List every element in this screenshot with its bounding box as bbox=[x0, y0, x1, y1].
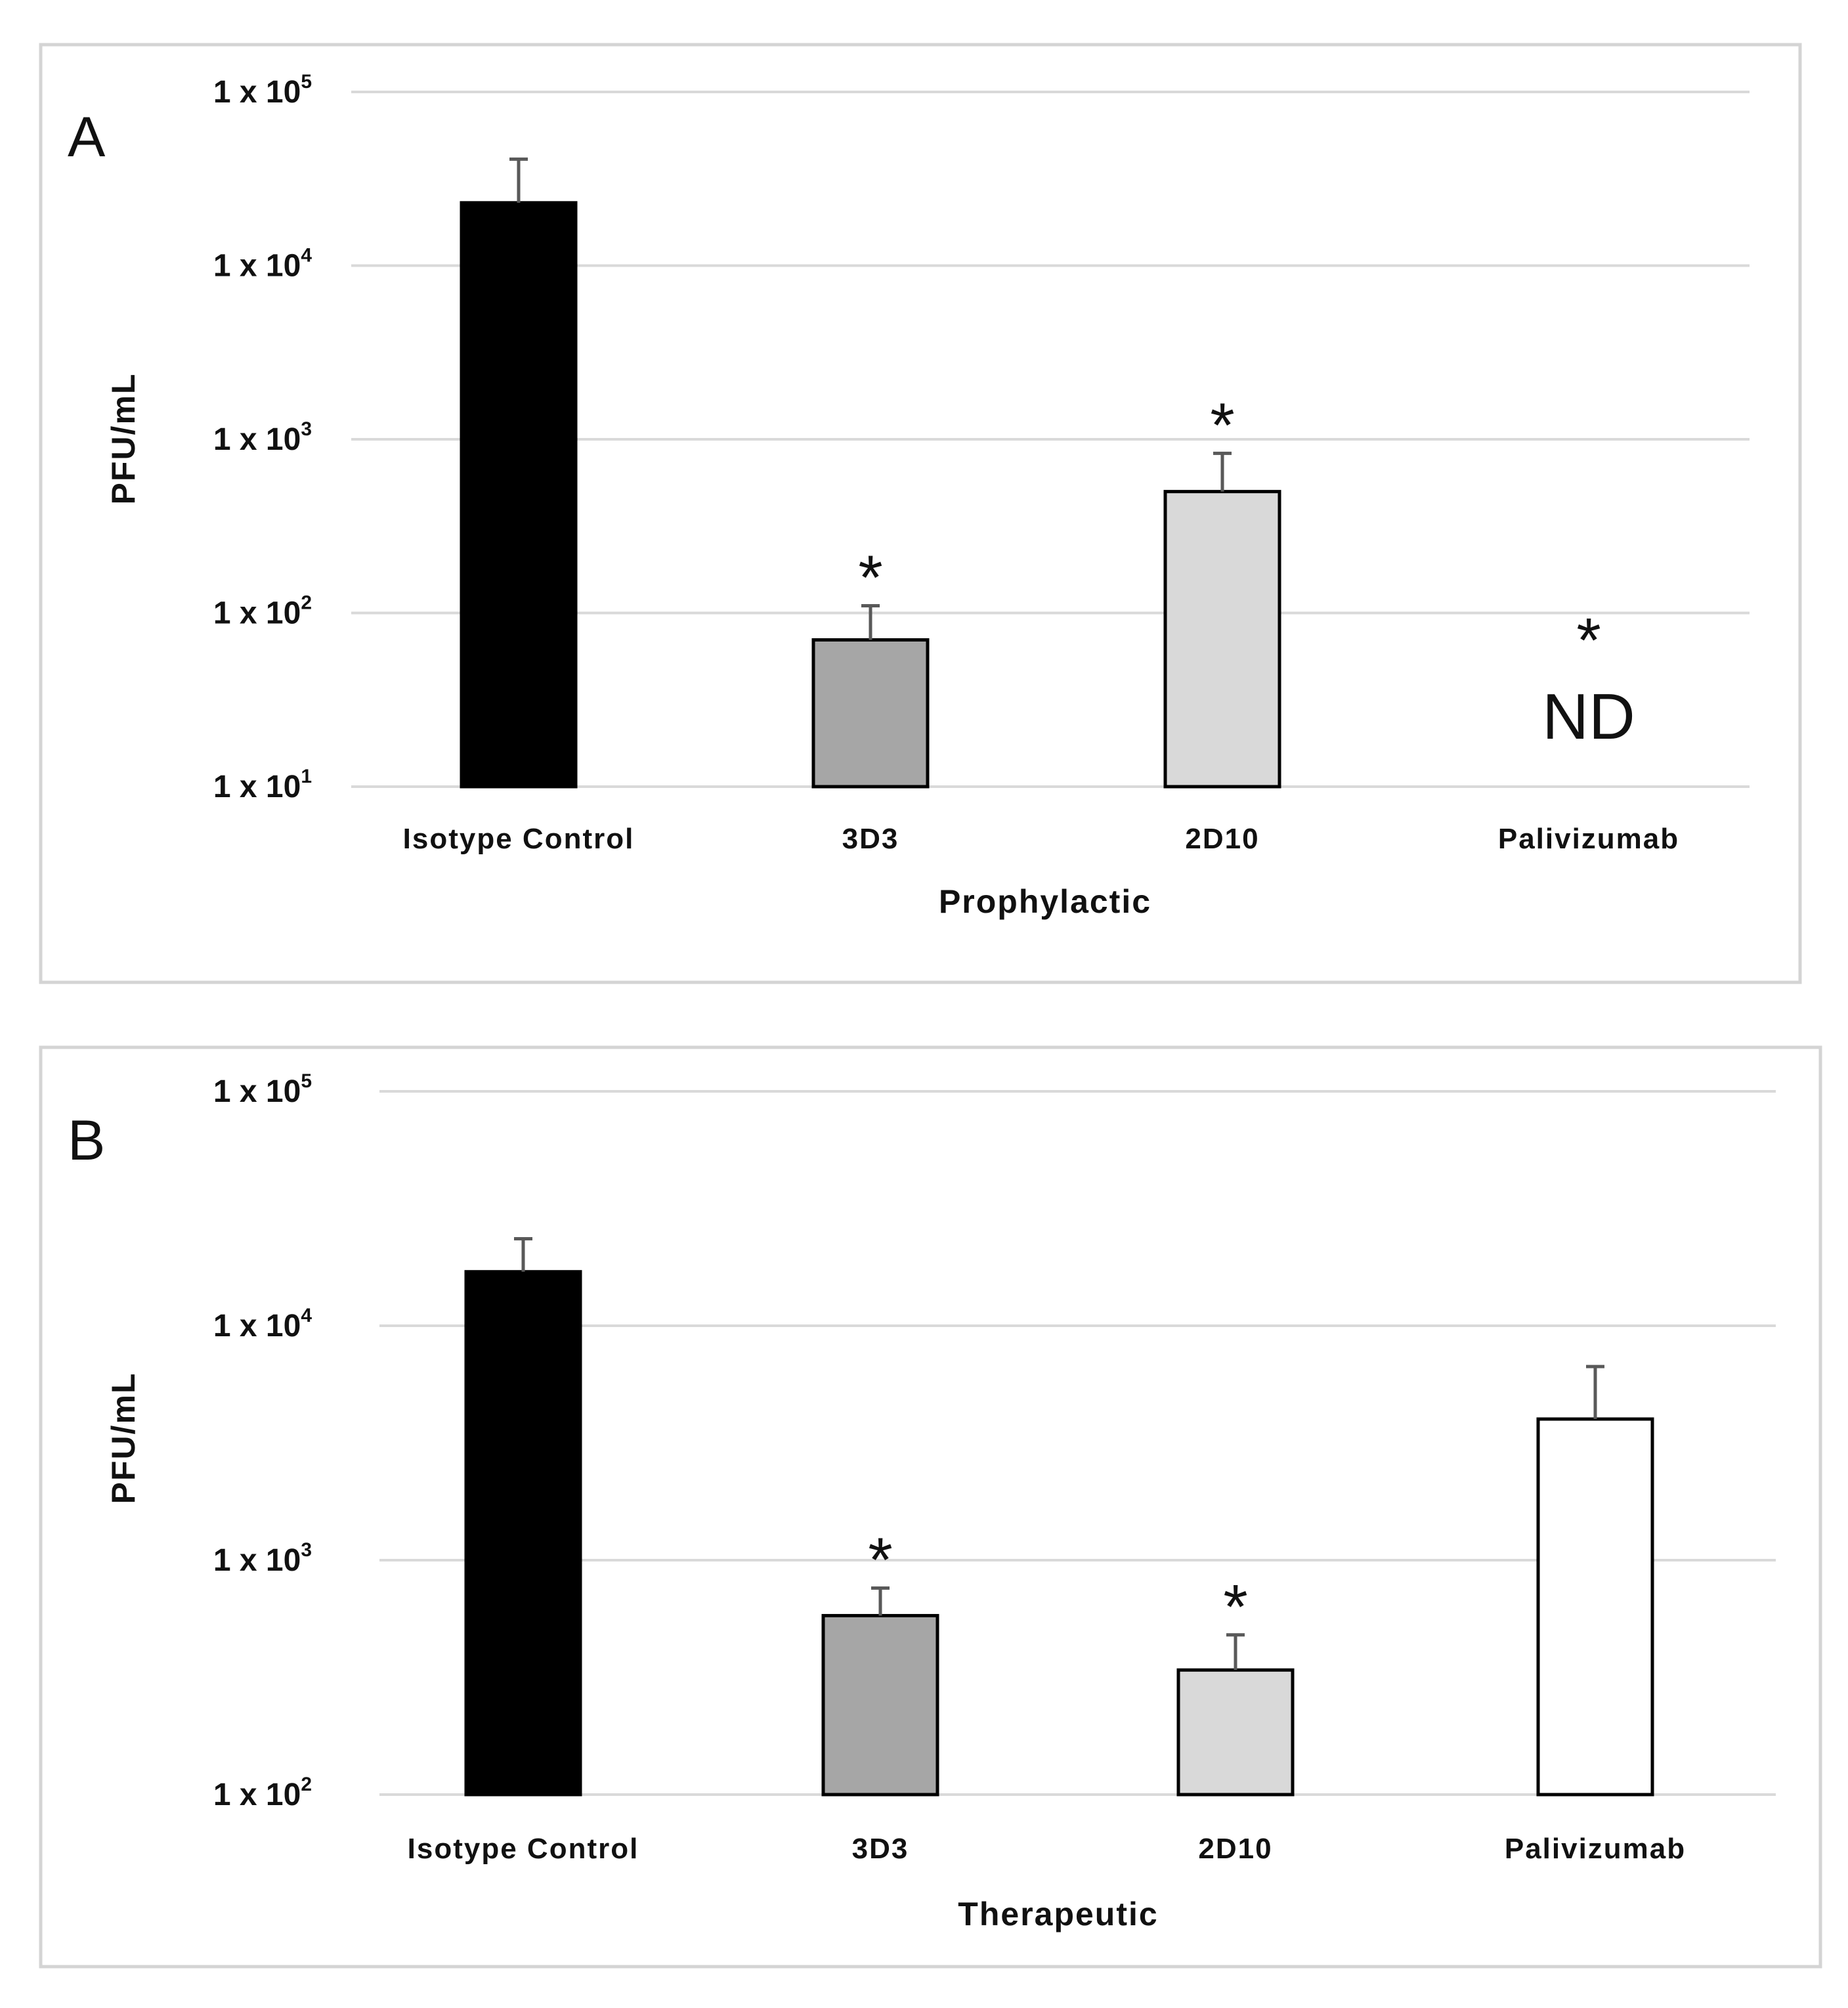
panel-b-y-tick-label-1: 1 x 103 bbox=[213, 1539, 312, 1578]
panel-a-category-label-1: 3D3 bbox=[842, 823, 899, 855]
panel-a-letter: A bbox=[68, 106, 106, 169]
panel-a-y-tick-label-2: 1 x 103 bbox=[213, 418, 312, 457]
panel-a-bar-0 bbox=[460, 201, 578, 789]
panel-b-category-label-0: Isotype Control bbox=[408, 1833, 639, 1865]
panel-a-y-tick-exponent-2: 3 bbox=[301, 418, 312, 440]
panel-b-y-tick-label-3: 1 x 105 bbox=[213, 1070, 312, 1109]
panel-a-significance-3: * bbox=[1576, 605, 1601, 676]
panel-a-y-tick-base-3: 1 x 10 bbox=[213, 249, 301, 284]
panel-b-y-axis-title: PFU/mL bbox=[105, 1372, 142, 1504]
panel-a-bar-2 bbox=[1163, 490, 1281, 789]
panel-a-y-tick-exponent-0: 1 bbox=[301, 766, 312, 787]
panel-a-y-tick-label-4: 1 x 105 bbox=[213, 71, 312, 110]
panel-a-y-tick-base-2: 1 x 10 bbox=[213, 422, 301, 457]
panel-a-x-axis-title: Prophylactic bbox=[939, 883, 1151, 920]
panel-b-bar-0 bbox=[464, 1270, 582, 1797]
panel-a-bars bbox=[460, 201, 1281, 789]
panel-b-significance-2: * bbox=[1223, 1572, 1247, 1642]
panel-a-category-label-2: 2D10 bbox=[1185, 823, 1259, 855]
panel-b-category-label-1: 3D3 bbox=[852, 1833, 909, 1865]
panel-a-category-labels: Isotype Control 3D3 2D10 Palivizumab bbox=[403, 823, 1679, 855]
panel-b-category-labels: Isotype Control 3D3 2D10 Palivizumab bbox=[408, 1833, 1686, 1865]
panel-a-y-tick-exponent-4: 5 bbox=[301, 71, 312, 93]
panel-b-y-tick-exponent-0: 2 bbox=[301, 1774, 312, 1795]
panel-b-letter: B bbox=[68, 1109, 105, 1172]
panel-a-y-tick-label-0: 1 x 101 bbox=[213, 766, 312, 804]
panel-a-bar-1 bbox=[811, 638, 930, 789]
panel-a-significance: ***ND bbox=[858, 390, 1635, 753]
panel-a-y-tick-exponent-1: 2 bbox=[301, 592, 312, 614]
panel-a-error-bars bbox=[509, 157, 1232, 640]
panel-b-y-tick-label-2: 1 x 104 bbox=[213, 1305, 312, 1343]
panel-b-y-tick-exponent-3: 5 bbox=[301, 1070, 312, 1092]
panel-b-y-tick-base-3: 1 x 10 bbox=[213, 1074, 301, 1109]
panel-a-y-axis-title: PFU/mL bbox=[105, 373, 142, 505]
panel-b-y-tick-base-0: 1 x 10 bbox=[213, 1778, 301, 1812]
panel-b-bar-1 bbox=[821, 1613, 939, 1797]
panel-a-category-label-0: Isotype Control bbox=[403, 823, 635, 855]
panel-b-category-label-2: 2D10 bbox=[1198, 1833, 1272, 1865]
panel-b-y-tick-base-1: 1 x 10 bbox=[213, 1543, 301, 1578]
panel-a-significance-2: * bbox=[1210, 390, 1234, 460]
panel-a-y-tick-label-1: 1 x 102 bbox=[213, 592, 312, 631]
panel-b-y-tick-label-0: 1 x 102 bbox=[213, 1774, 312, 1812]
panel-a-significance-1: * bbox=[858, 543, 882, 613]
panel-b-category-label-3: Palivizumab bbox=[1505, 1833, 1686, 1865]
panel-b-frame bbox=[39, 1045, 1822, 1969]
panel-b-error-bars bbox=[514, 1237, 1604, 1670]
panel-b-bar-3 bbox=[1536, 1417, 1654, 1797]
panel-a-category-label-3: Palivizumab bbox=[1498, 823, 1679, 855]
panel-b-significance: ** bbox=[868, 1525, 1247, 1642]
panel-a-y-tick-exponent-3: 4 bbox=[301, 245, 312, 267]
panel-a-y-tick-base-4: 1 x 10 bbox=[213, 75, 301, 110]
panel-b-bar-2 bbox=[1176, 1668, 1295, 1797]
panel-a-y-tick-base-0: 1 x 10 bbox=[213, 770, 301, 804]
panel-a-y-tick-label-3: 1 x 104 bbox=[213, 245, 312, 284]
panel-b-y-tick-exponent-1: 3 bbox=[301, 1539, 312, 1561]
panel-a-gridlines bbox=[351, 91, 1750, 788]
panel-a-annotation-3: ND bbox=[1542, 680, 1635, 753]
panel-b-y-tick-exponent-2: 4 bbox=[301, 1305, 312, 1326]
panel-b-significance-1: * bbox=[868, 1525, 892, 1596]
panel-a-frame bbox=[39, 43, 1802, 984]
panel-b-y-tick-base-2: 1 x 10 bbox=[213, 1309, 301, 1343]
panel-a-y-tick-base-1: 1 x 10 bbox=[213, 596, 301, 631]
panel-b-x-axis-title: Therapeutic bbox=[958, 1896, 1158, 1932]
